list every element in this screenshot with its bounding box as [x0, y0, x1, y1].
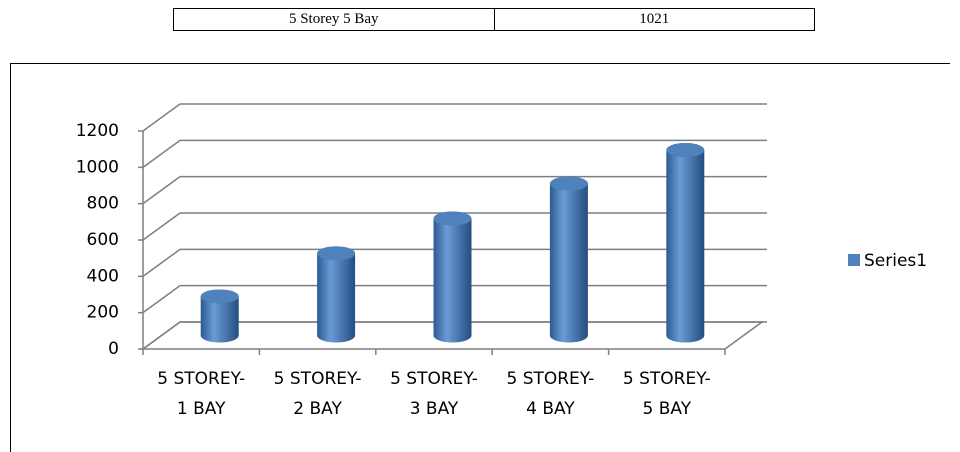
bar	[666, 143, 705, 343]
bar-top	[433, 211, 472, 226]
data-table: 5 Storey 5 Bay 1021	[173, 8, 815, 31]
x-tick-label: 5 STOREY- 5 BAY	[623, 369, 711, 419]
bar	[317, 246, 356, 343]
table-cell: 1021	[493, 8, 815, 31]
bar	[200, 289, 239, 343]
grid-line	[142, 212, 181, 241]
chart-frame	[10, 63, 950, 452]
x-tick-label-line: 1 BAY	[177, 399, 226, 419]
y-tick-label: 600	[87, 230, 119, 250]
grid-line	[142, 248, 181, 277]
x-tick-label-line: 5 STOREY-	[274, 369, 362, 389]
x-tick-label-line: 2 BAY	[293, 399, 342, 419]
grid-line	[142, 285, 181, 314]
bar-top	[317, 246, 356, 261]
y-tick-label: 400	[87, 266, 119, 286]
table-row: 5 Storey 5 Bay 1021	[173, 8, 815, 31]
x-tick-label-line: 5 STOREY-	[157, 369, 245, 389]
x-tick-label: 5 STOREY- 2 BAY	[274, 369, 362, 419]
table-cell: 5 Storey 5 Bay	[173, 8, 495, 31]
y-tick-label: 200	[87, 303, 119, 323]
bar-top	[200, 289, 239, 304]
x-tick-label-line: 5 BAY	[643, 399, 692, 419]
bar-top	[666, 143, 705, 158]
x-tick-label: 5 STOREY- 3 BAY	[390, 369, 478, 419]
grid-line	[142, 176, 181, 205]
y-tick-label: 800	[87, 194, 119, 214]
x-tick-label: 5 STOREY- 4 BAY	[506, 369, 594, 419]
grid-line	[142, 321, 181, 350]
x-tick-label-line: 5 STOREY-	[390, 369, 478, 389]
x-tick-label: 5 STOREY- 1 BAY	[157, 369, 245, 419]
bar	[433, 211, 472, 343]
x-tick-label-line: 3 BAY	[410, 399, 459, 419]
bar-top	[549, 176, 588, 191]
grid-line	[142, 103, 181, 132]
bar	[549, 176, 588, 343]
grid-line	[142, 139, 181, 168]
x-tick-label-line: 5 STOREY-	[623, 369, 711, 389]
y-tick-label: 0	[108, 339, 119, 359]
x-tick-label-line: 4 BAY	[526, 399, 575, 419]
legend-swatch	[848, 254, 860, 266]
y-tick-label: 1200	[76, 121, 119, 141]
legend-label: Series1	[864, 251, 927, 271]
y-tick-label: 1000	[76, 157, 119, 177]
x-tick-label-line: 5 STOREY-	[506, 369, 594, 389]
